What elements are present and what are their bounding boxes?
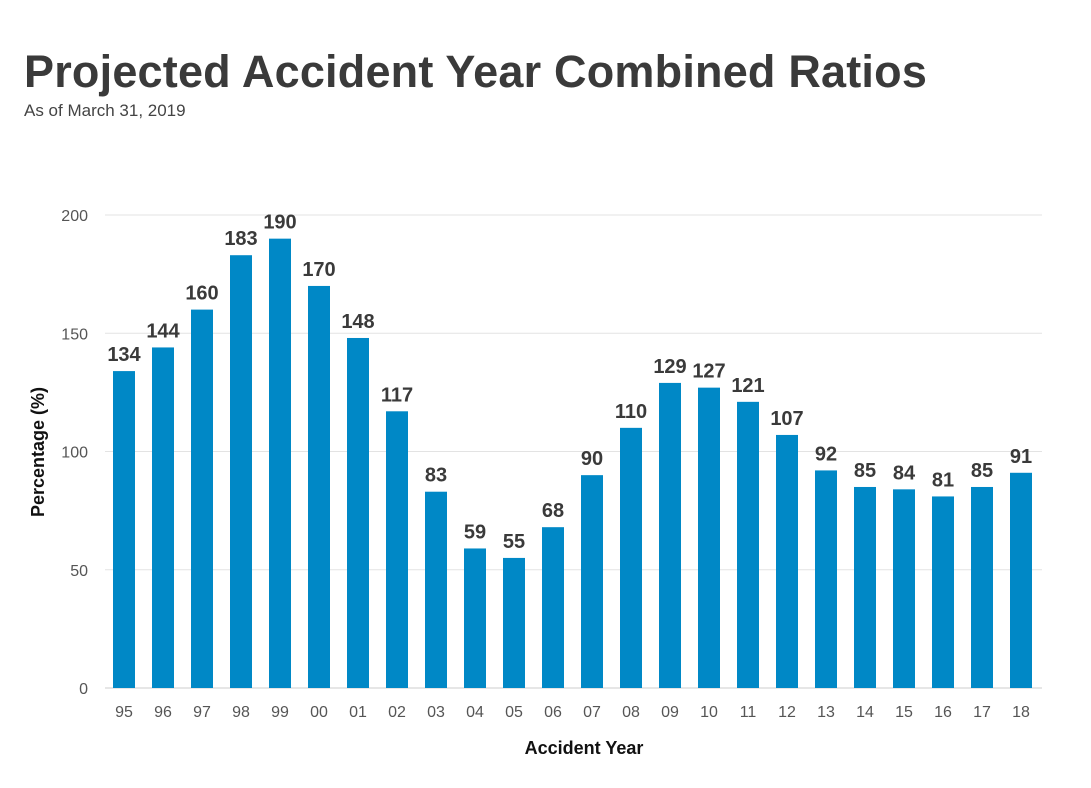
data-label-05: 55 <box>503 531 525 553</box>
data-label-99: 190 <box>263 212 296 234</box>
x-tick-label: 11 <box>740 704 757 721</box>
x-tick-label: 99 <box>271 704 289 721</box>
x-tick-label: 12 <box>778 704 796 721</box>
x-tick-label: 95 <box>115 704 133 721</box>
y-tick-label: 200 <box>61 208 88 225</box>
bar-17 <box>971 486 993 688</box>
data-label-13: 92 <box>815 443 837 465</box>
data-label-06: 68 <box>542 500 564 522</box>
bar-06 <box>542 527 564 688</box>
x-tick-label: 97 <box>193 704 211 721</box>
data-label-15: 84 <box>893 462 916 484</box>
data-label-14: 85 <box>854 460 876 482</box>
y-tick-label: 50 <box>70 563 88 580</box>
x-tick-label: 07 <box>583 704 601 721</box>
bar-16 <box>932 496 954 688</box>
bar-97 <box>191 309 213 688</box>
bar-08 <box>620 427 642 688</box>
data-label-11: 121 <box>731 375 764 397</box>
bar-14 <box>854 486 876 688</box>
page-subtitle: As of March 31, 2019 <box>24 101 186 120</box>
x-tick-label: 98 <box>232 704 250 721</box>
x-axis-label: Accident Year <box>525 738 644 758</box>
bar-15 <box>893 489 915 688</box>
bar-13 <box>815 470 837 688</box>
x-tick-label: 15 <box>895 704 913 721</box>
bar-96 <box>152 347 174 688</box>
data-label-18: 91 <box>1010 446 1032 468</box>
data-label-95: 134 <box>107 344 141 366</box>
y-axis-label: Percentage (%) <box>28 387 48 517</box>
bar-99 <box>269 238 291 688</box>
data-label-98: 183 <box>224 228 257 250</box>
data-label-04: 59 <box>464 521 486 543</box>
x-tick-label: 96 <box>154 704 172 721</box>
x-tick-label: 02 <box>388 704 406 721</box>
y-tick-label: 100 <box>61 445 88 462</box>
x-tick-label: 17 <box>973 704 991 721</box>
data-label-17: 85 <box>971 460 993 482</box>
x-tick-label: 10 <box>700 704 718 721</box>
x-tick-label: 16 <box>934 704 952 721</box>
x-tick-label: 18 <box>1012 704 1030 721</box>
data-label-01: 148 <box>341 311 374 333</box>
x-tick-label: 09 <box>661 704 679 721</box>
bar-98 <box>230 255 252 688</box>
x-tick-label: 13 <box>817 704 835 721</box>
bar-95 <box>113 371 135 688</box>
bar-11 <box>737 401 759 688</box>
data-label-16: 81 <box>932 469 954 491</box>
x-tick-label: 03 <box>427 704 445 721</box>
data-label-96: 144 <box>146 320 180 342</box>
bar-04 <box>464 548 486 688</box>
x-tick-label: 08 <box>622 704 640 721</box>
bar-01 <box>347 337 369 688</box>
x-tick-label: 00 <box>310 704 328 721</box>
y-tick-label: 150 <box>61 326 88 343</box>
page-title: Projected Accident Year Combined Ratios <box>24 46 928 97</box>
bar-02 <box>386 411 408 688</box>
bar-05 <box>503 557 525 688</box>
bar-10 <box>698 387 720 688</box>
bar-18 <box>1010 472 1032 688</box>
x-tick-label: 14 <box>856 704 874 721</box>
y-tick-label: 0 <box>79 681 88 698</box>
data-label-08: 110 <box>615 401 647 423</box>
data-label-12: 107 <box>770 408 803 430</box>
bar-09 <box>659 382 681 688</box>
x-tick-label: 05 <box>505 704 523 721</box>
x-tick-label: 06 <box>544 704 562 721</box>
bar-07 <box>581 475 603 688</box>
data-label-07: 90 <box>581 448 603 470</box>
x-tick-label: 04 <box>466 704 484 721</box>
data-label-97: 160 <box>185 283 218 305</box>
data-label-03: 83 <box>425 465 447 487</box>
bar-12 <box>776 434 798 688</box>
data-label-00: 170 <box>302 259 335 281</box>
bar-00 <box>308 285 330 688</box>
data-label-10: 127 <box>692 361 725 383</box>
bar-03 <box>425 491 447 688</box>
x-tick-label: 01 <box>349 704 367 721</box>
data-label-02: 117 <box>381 384 413 406</box>
data-label-09: 129 <box>653 356 686 378</box>
